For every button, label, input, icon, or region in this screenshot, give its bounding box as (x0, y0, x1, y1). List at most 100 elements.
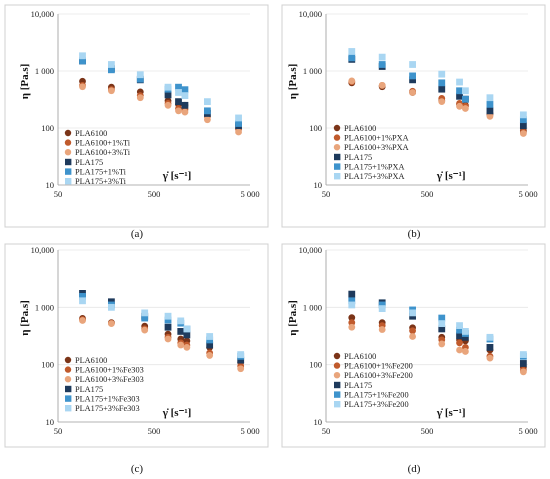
x-tick-label: 50 (322, 189, 331, 199)
legend-label: PLA175+3%Fe200 (344, 400, 409, 409)
series-PLA175_3 (348, 48, 527, 119)
data-point (204, 107, 211, 115)
chart-panel: 10 100 1 000 10,000 50 500 5 000 η [Pa.s] γ̇ [s⁻… (4, 243, 269, 475)
data-point (409, 72, 416, 80)
y-tick-label: 10,000 (31, 9, 54, 19)
x-tick-label: 5 000 (240, 426, 259, 436)
data-point (136, 75, 144, 83)
data-point (519, 122, 527, 130)
data-point (378, 305, 386, 313)
data-point (175, 89, 182, 96)
legend-label: PLA6100+3%PXA (344, 143, 409, 152)
x-tick-label: 500 (421, 189, 434, 199)
legend-marker (65, 178, 72, 185)
legend-marker (64, 129, 72, 137)
series-PLA6100_3 (348, 323, 527, 376)
data-point (456, 92, 463, 100)
y-tick-label: 1 000 (303, 302, 322, 312)
data-point (486, 344, 494, 351)
series-PLA175_1 (79, 293, 245, 360)
data-point (79, 83, 86, 91)
x-tick-label: 50 (322, 426, 331, 436)
panel-caption: (a) (131, 228, 144, 240)
data-point (486, 354, 494, 362)
legend-marker (333, 352, 341, 360)
data-point (79, 52, 86, 60)
x-tick-label: 500 (421, 426, 434, 436)
data-point (136, 71, 144, 79)
legend-label: PLA6100+1%Fe303 (75, 366, 144, 375)
legend-label: PLA6100 (344, 124, 376, 133)
legend-label: PLA175+3%Ti (75, 177, 127, 186)
y-tick-label: 1 000 (35, 302, 54, 312)
data-point (438, 320, 446, 328)
data-point (79, 297, 86, 305)
legend-label: PLA175+1%Ti (75, 167, 127, 176)
data-point (438, 325, 446, 333)
legend-label: PLA175 (344, 381, 372, 390)
data-point (519, 111, 527, 119)
data-point (348, 48, 356, 55)
legend-marker (334, 391, 341, 398)
data-point (519, 368, 527, 376)
data-point (175, 107, 182, 115)
data-point (348, 314, 356, 322)
data-point (378, 301, 386, 309)
data-point (237, 356, 245, 364)
data-point (462, 95, 469, 103)
series-PLA175 (348, 55, 527, 130)
data-point (206, 352, 214, 359)
data-point (206, 336, 214, 344)
legend-label: PLA6100+3%Fe200 (344, 371, 413, 380)
legend-marker (334, 401, 341, 408)
x-axis-label: γ̇ [s⁻¹] (162, 407, 192, 419)
legend: PLA6100PLA6100+1%TiPLA6100+3%TiPLA175PLA… (64, 129, 131, 186)
data-point (438, 79, 446, 87)
y-axis-label: η [Pa.s] (287, 64, 299, 100)
data-point (235, 120, 242, 127)
legend-label: PLA175+3%PXA (344, 172, 404, 181)
data-point (164, 312, 172, 320)
x-axis-label: γ̇ [s⁻¹] (436, 170, 466, 182)
legend-label: PLA6100+1%PXA (344, 134, 409, 143)
x-tick-label: 5 000 (240, 189, 259, 199)
data-point (438, 70, 446, 78)
data-point (204, 98, 211, 106)
panel-caption: (c) (131, 463, 144, 475)
data-point (177, 341, 185, 349)
data-point (177, 328, 185, 335)
legend-marker (64, 139, 72, 146)
data-point (79, 57, 86, 65)
y-axis-label: η [Pa.s] (19, 300, 31, 336)
data-point (237, 365, 245, 373)
legend-marker (65, 395, 72, 402)
y-axis-label: η [Pa.s] (287, 300, 299, 336)
legend-label: PLA6100 (75, 129, 107, 138)
y-tick-label: 1 000 (303, 66, 322, 76)
x-tick-label: 500 (148, 189, 161, 199)
data-point (164, 83, 172, 91)
data-point (519, 351, 527, 358)
data-point (456, 332, 463, 340)
data-point (438, 314, 446, 322)
data-point (409, 309, 416, 317)
data-point (177, 317, 185, 325)
data-point (108, 66, 115, 74)
data-point (237, 351, 245, 358)
data-point (181, 101, 189, 109)
data-point (235, 128, 242, 136)
panel-frame (4, 4, 269, 228)
legend-label: PLA175 (75, 385, 103, 394)
legend-marker (64, 366, 72, 373)
panel-caption: (b) (408, 228, 421, 240)
data-point (108, 61, 115, 68)
data-point (108, 320, 115, 328)
data-point (486, 100, 494, 108)
legend-label: PLA175+3%Fe303 (75, 404, 140, 413)
legend-marker (65, 385, 72, 393)
series-PLA175_1 (348, 297, 527, 360)
data-point (348, 290, 356, 298)
y-tick-label: 100 (41, 360, 54, 370)
legend-label: PLA6100+3%Fe303 (75, 375, 144, 384)
data-point (141, 314, 149, 322)
